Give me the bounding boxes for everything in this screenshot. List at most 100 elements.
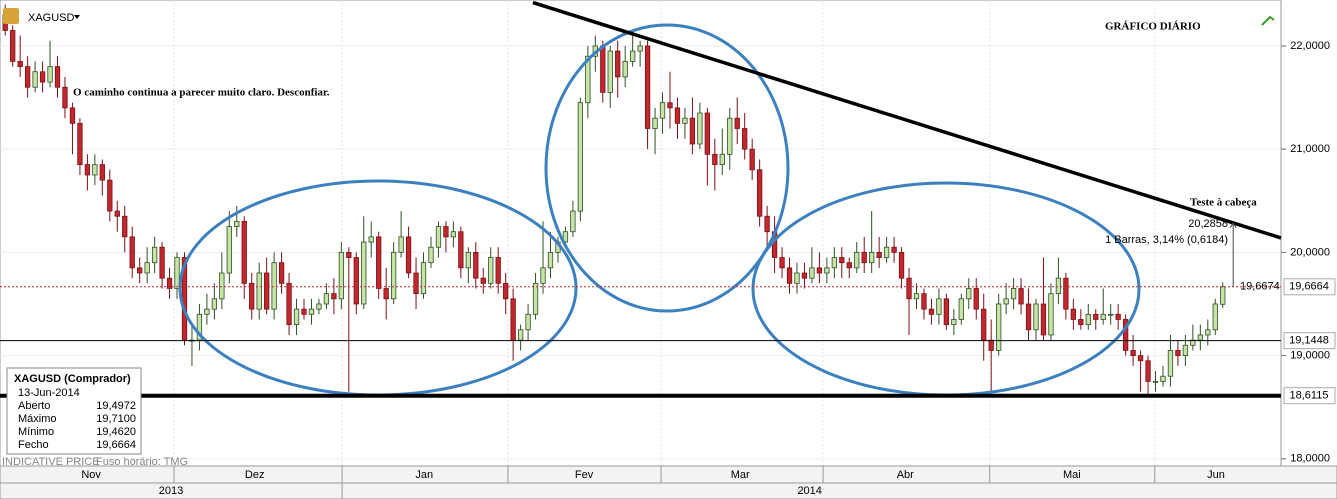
callout-value: 20,2858 [1188,218,1228,230]
candle-body [630,50,636,62]
year-label: 2013 [159,485,183,497]
info-box-frame [6,367,142,455]
overlays [0,0,1282,398]
info-rows: Aberto 19,4972 Máximo 19,7100 Mínimo 19,4620 F… [18,400,136,451]
candle-body [839,257,845,264]
candle-body [891,246,897,253]
candle-body [503,282,509,300]
candle-body [271,262,277,310]
candle-body [786,267,793,284]
candle-body [1055,277,1062,295]
callout-title: Teste à cabeça [1190,197,1257,209]
candle-body [473,251,479,279]
candle-body [1085,313,1091,326]
candle-body [517,329,524,341]
ellipse [544,23,790,313]
level-box [1283,387,1336,405]
candle-body [667,102,673,109]
candle-body [540,267,546,284]
candles [2,4,1226,397]
info-box: XAGUSD (Comprador) 13-Jun-2014 Aberto 19,… [6,367,142,455]
candle-body [47,66,53,83]
callout-arrowhead [1229,221,1237,229]
candle-body [383,288,389,300]
y-tick-label: 21,0000 [1290,143,1330,155]
candle-body [293,308,300,326]
candle-body [219,272,225,300]
candle-body [697,112,703,145]
candle-body [443,226,449,238]
candle-body [159,246,165,279]
candle-body [898,251,905,279]
candle-body [77,122,83,166]
candle-body [801,272,808,279]
candle-body [405,236,412,274]
candle-body [1070,308,1076,320]
candle-body [226,226,232,274]
candle-body [749,148,755,171]
candle-body [368,236,374,243]
candle-body [913,293,920,300]
candle-body [816,267,823,274]
dropdown-arrow[interactable] [74,15,80,19]
y-tick-label: 18,0000 [1290,453,1330,465]
x-tick-label: Fev [575,469,594,481]
candle-body [547,251,554,269]
candle-body [1160,375,1166,382]
candle-body [495,257,501,284]
x-tick-label: Mar [731,469,750,481]
candle-body [1152,380,1159,383]
symbol[interactable]: XAGUSD [28,12,75,24]
candle-body [846,262,852,269]
candle-body [1115,313,1121,320]
candle-body [1003,298,1009,305]
level-label: 19,1448 [1289,335,1329,347]
candle-body [129,236,135,269]
candle-body [1137,355,1144,362]
candle-body [809,267,815,279]
info-value: 19,4620 [96,426,136,438]
candle-body [861,251,867,264]
candle-body [577,102,584,212]
trend-icon [1261,15,1275,26]
candle-body [166,277,173,289]
candle-body [1048,293,1054,336]
info-label: Aberto [18,400,50,412]
info-value: 19,7100 [96,413,136,425]
candle-body [1122,319,1129,351]
candle-body [1025,303,1032,331]
candle-body [1220,286,1226,305]
candle-body [525,313,531,331]
info-label: Mínimo [18,426,54,438]
candle-body [764,215,770,233]
candle-body [1130,350,1136,356]
candle-body [779,257,785,269]
candle-body [249,282,255,310]
candle-body [674,107,681,124]
year-label: 2014 [797,485,821,497]
symbol-icon [3,8,19,24]
candle-body [24,66,31,88]
candle-body [458,231,464,269]
candle-body [390,251,397,300]
candle-body [951,319,957,326]
candle-body [1018,288,1024,305]
candle-body [450,231,457,238]
candle-body [1167,350,1174,377]
candle-body [1182,344,1189,356]
candle-body [1212,303,1218,331]
candle-body [928,308,935,315]
plot-area [0,0,1282,467]
x-tick-label: Nov [81,469,101,481]
chart-title: GRÁFICO DIÁRIO [1105,21,1201,33]
candle-body [420,262,427,295]
candle-body [906,277,912,300]
candle-body [1100,313,1106,320]
x-tick-label: Jan [415,469,433,481]
candle-body [480,277,486,284]
candle-body [585,55,591,104]
info-title: XAGUSD (Comprador) [14,373,131,385]
candle-body [84,164,91,176]
candle-body [308,308,315,315]
